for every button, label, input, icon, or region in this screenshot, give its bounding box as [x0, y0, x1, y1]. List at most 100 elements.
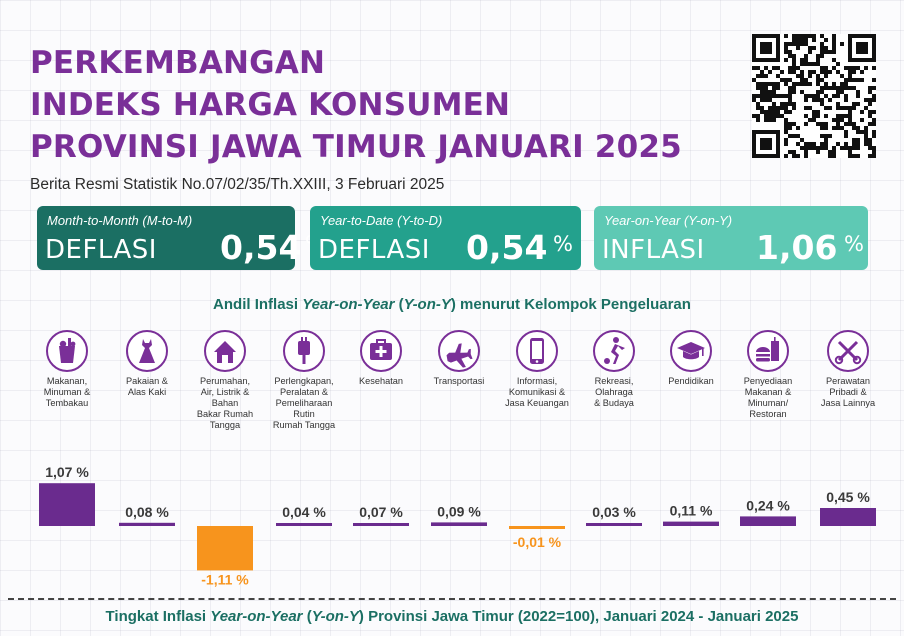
category-label-4: Kesehatan [343, 376, 419, 387]
graduation-cap-icon [670, 330, 712, 372]
category-label-line: Pendidikan [668, 376, 714, 386]
contribution-bar-chart: 1,07 % 0,08 % -1,11 % 0,04 % 0,07 % 0,09 % -0,… [39, 464, 876, 587]
data-label-9: 0,24 % [746, 497, 790, 513]
footer-pre: Tingkat Inflasi [105, 608, 211, 625]
section-title-pre: Andil Inflasi [213, 296, 303, 313]
bar-10 [820, 508, 876, 526]
bar-8 [663, 521, 719, 526]
data-label-7: 0,03 % [592, 504, 636, 520]
category-label-line: Makanan & [744, 387, 792, 397]
category-label-line: Olahraga [595, 387, 633, 397]
data-label-4: 0,07 % [359, 504, 403, 520]
category-label-7: Rekreasi, Olahraga & Budaya [576, 376, 652, 409]
category-label-0: Makanan, Minuman & Tembakau [29, 376, 105, 409]
category-label-8: Pendidikan [653, 376, 729, 387]
card-ytd-unit: % [553, 232, 573, 256]
section-title-em2: Y-on-Y [403, 296, 451, 313]
category-label-line: Alas Kaki [127, 387, 167, 397]
footer-title: Tingkat Inflasi Year-on-Year (Y-on-Y) Pr… [0, 608, 904, 625]
footer-mid: ( [302, 608, 312, 625]
card-yoy-unit: % [844, 232, 864, 256]
category-label-line: Makanan, [46, 376, 88, 386]
data-label-5: 0,09 % [437, 503, 481, 519]
category-label-line: Perlengkapan, [274, 376, 334, 386]
bar-7 [586, 523, 642, 526]
plug-icon [283, 330, 325, 372]
card-ytd-kind: Year-to-Date (Y-to-D) [320, 213, 443, 228]
footer-em2: Y-on-Y [311, 608, 359, 625]
bar-6 [509, 526, 565, 529]
category-label-line: Perawatan [826, 376, 870, 386]
category-label-3: Perlengkapan, Peralatan & Pemeliharaan Ruti… [266, 376, 342, 431]
page-title: PERKEMBANGAN INDEKS HARGA KONSUMEN PROVI… [30, 42, 682, 168]
title-line-2: INDEKS HARGA KONSUMEN [30, 87, 511, 123]
bar-2 [197, 526, 253, 571]
data-label-2: -1,11 % [201, 571, 249, 587]
card-ytd: Year-to-Date (Y-to-D) DEFLASI 0,54 % [310, 206, 581, 270]
subtitle: Berita Resmi Statistik No.07/02/35/Th.XX… [30, 176, 445, 193]
card-ytd-value: 0,54 [466, 228, 548, 267]
category-label-line: & Budaya [594, 398, 634, 408]
data-label-1: 0,08 % [125, 504, 169, 520]
category-label-9: Penyediaan Makanan & Minuman/Restoran [730, 376, 806, 420]
title-line-3: PROVINSI JAWA TIMUR JANUARI 2025 [30, 129, 682, 165]
category-label-10: Perawatan Pribadi & Jasa Lainnya [810, 376, 886, 409]
section-title-post: ) menurut Kelompok Pengeluaran [450, 296, 691, 313]
category-label-line: Komunikasi & [508, 387, 566, 397]
category-label-line: Perumahan, [199, 376, 251, 386]
card-mtm-value: 0,54 [220, 228, 302, 267]
data-label-10: 0,45 % [826, 489, 870, 505]
footer-post: ) Provinsi Jawa Timur (2022=100), Januar… [358, 608, 799, 625]
burger-drink-icon [747, 330, 789, 372]
card-yoy-label: INFLASI [602, 235, 705, 265]
card-yoy: Year-on-Year (Y-on-Y) INFLASI 1,06 % [594, 206, 868, 270]
category-label-line: Pribadi & [829, 387, 867, 397]
category-label-line: Minuman & [43, 387, 91, 397]
card-mtm-label: DEFLASI [45, 235, 157, 265]
food-bag-icon [46, 330, 88, 372]
category-label-5: Transportasi [421, 376, 497, 387]
card-mtm: Month-to-Month (M-to-M) DEFLASI 0,54 % [37, 206, 325, 270]
bar-5 [431, 522, 487, 526]
card-yoy-kind: Year-on-Year (Y-on-Y) [604, 213, 733, 228]
data-label-6: -0,01 % [513, 534, 562, 550]
bar-3 [276, 523, 332, 526]
category-label-line: Penyediaan [743, 376, 793, 386]
category-label-line: Peralatan & [279, 387, 328, 397]
data-label-0: 1,07 % [45, 464, 89, 480]
category-label-line: Bakar Rumah [196, 409, 254, 419]
data-label-8: 0,11 % [670, 503, 713, 519]
category-label-line: Tangga [209, 420, 241, 430]
bar-0 [39, 483, 95, 526]
section-title: Andil Inflasi Year-on-Year (Y-on-Y) menu… [0, 296, 904, 313]
qr-code-icon[interactable] [752, 34, 876, 158]
category-label-line: Transportasi [433, 376, 485, 386]
category-label-line: Rekreasi, [594, 376, 634, 386]
category-label-1: Pakaian & Alas Kaki [109, 376, 185, 398]
footer-em1: Year-on-Year [210, 608, 303, 625]
category-label-line: Restoran [749, 409, 787, 419]
category-label-line: Pakaian & [126, 376, 168, 386]
bar-9 [740, 516, 796, 526]
bar-4 [353, 523, 409, 526]
category-label-6: Informasi, Komunikasi & Jasa Keuangan [499, 376, 575, 409]
category-label-line: Air, Listrik & [200, 387, 250, 397]
card-yoy-value: 1,06 [756, 228, 838, 267]
divider-dashed [8, 598, 896, 600]
category-label-line: Pemeliharaan [275, 398, 333, 408]
category-label-line: Tembakau [45, 398, 89, 408]
category-label-line: Rutin [293, 409, 315, 419]
medical-kit-icon [360, 330, 402, 372]
house-icon [204, 330, 246, 372]
card-mtm-kind: Month-to-Month (M-to-M) [47, 213, 193, 228]
category-label-line: Jasa Keuangan [505, 398, 569, 408]
card-ytd-label: DEFLASI [318, 235, 430, 265]
category-label-line: Rumah Tangga [272, 420, 336, 430]
soccer-player-icon [593, 330, 635, 372]
smartphone-icon [516, 330, 558, 372]
airplane-icon [438, 330, 480, 372]
category-label-line: Jasa Lainnya [820, 398, 876, 408]
title-line-1: PERKEMBANGAN [30, 45, 326, 81]
scissors-comb-icon [827, 330, 869, 372]
data-label-3: 0,04 % [282, 504, 326, 520]
